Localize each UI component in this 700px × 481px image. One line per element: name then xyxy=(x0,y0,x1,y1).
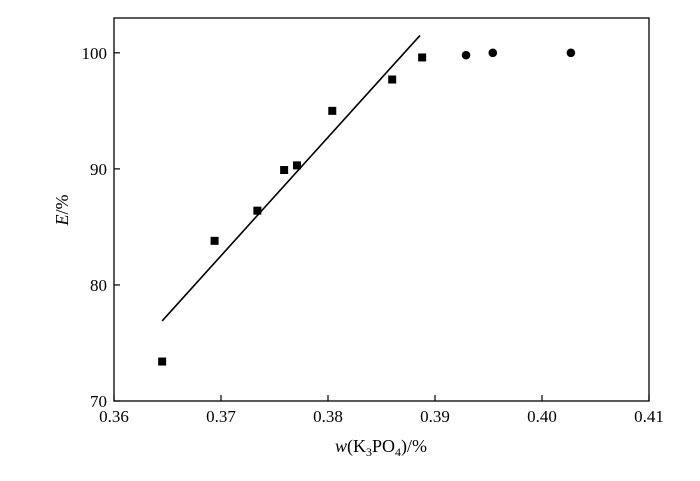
data-point-circle xyxy=(461,50,471,60)
data-point-square xyxy=(418,53,427,62)
fit-line xyxy=(161,34,421,322)
y-tick-label: 70 xyxy=(90,392,107,411)
data-point-square xyxy=(280,166,289,175)
data-point-square xyxy=(253,206,262,215)
y-tick-label: 100 xyxy=(82,44,108,63)
data-points xyxy=(158,48,576,366)
x-tick-label: 0.38 xyxy=(313,407,343,426)
data-point-square xyxy=(158,357,167,366)
x-tick-label: 0.39 xyxy=(420,407,450,426)
x-tick-label: 0.37 xyxy=(206,407,236,426)
data-point-square xyxy=(210,236,219,245)
y-axis: 70 80 90 100 xyxy=(82,44,120,411)
x-axis-label: w(K3PO4)/% xyxy=(335,436,427,459)
x-tick-label: 0.36 xyxy=(99,407,129,426)
plot-frame xyxy=(113,17,650,402)
x-tick-label: 0.41 xyxy=(634,407,664,426)
y-tick-label: 90 xyxy=(90,160,107,179)
data-point-circle xyxy=(566,48,576,58)
x-tick-label: 0.40 xyxy=(527,407,557,426)
fit-line-group xyxy=(161,34,421,322)
y-axis-label: E/% xyxy=(52,194,72,226)
x-axis: 0.36 0.37 0.38 0.39 0.40 0.41 xyxy=(99,395,664,426)
y-tick-label: 80 xyxy=(90,276,107,295)
data-point-square xyxy=(292,161,301,170)
data-point-circle xyxy=(488,48,498,58)
data-point-square xyxy=(388,75,397,84)
data-point-square xyxy=(328,106,337,115)
